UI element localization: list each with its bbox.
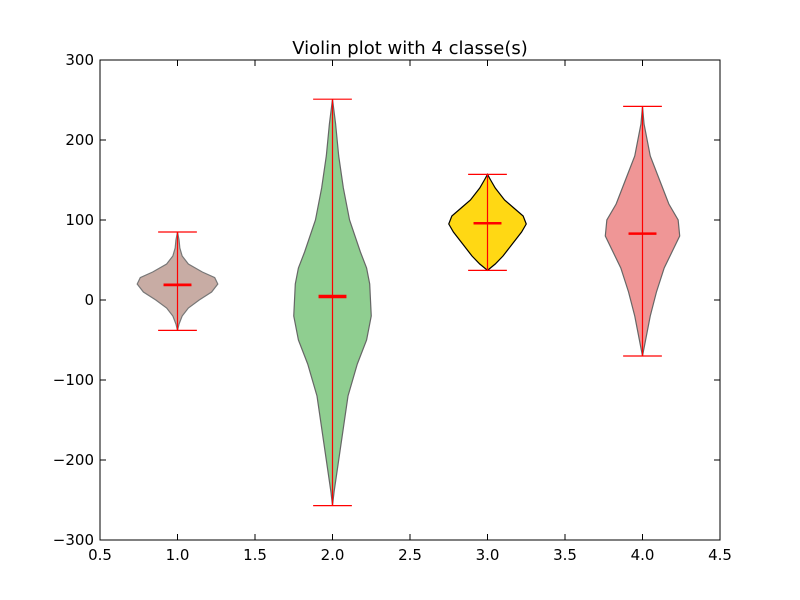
violins (136, 98, 681, 507)
x-tick-label: 4.5 (708, 546, 732, 564)
y-tick-label: 300 (65, 51, 94, 69)
x-tick-label: 2.0 (321, 546, 345, 564)
x-tick-label: 1.5 (243, 546, 267, 564)
x-tick-label: 3.5 (553, 546, 577, 564)
x-tick-label: 1.0 (166, 546, 190, 564)
y-tick-label: 200 (65, 131, 94, 149)
y-tick-label: 100 (65, 211, 94, 229)
chart-title: Violin plot with 4 classe(s) (292, 38, 528, 59)
x-tick-label: 4.0 (631, 546, 655, 564)
x-tick-label: 3.0 (476, 546, 500, 564)
x-tick-label: 0.5 (88, 546, 112, 564)
y-tick-label: −300 (53, 531, 94, 549)
axes: 0.5 1.0 1.5 2.0 2.5 3.0 3.5 4.0 4.5 −300 −200 −100 0… (53, 51, 732, 564)
y-tick-label: −200 (53, 451, 94, 469)
y-tick-label: 0 (84, 291, 94, 309)
y-tick-label: −100 (53, 371, 94, 389)
x-tick-label: 2.5 (398, 546, 422, 564)
